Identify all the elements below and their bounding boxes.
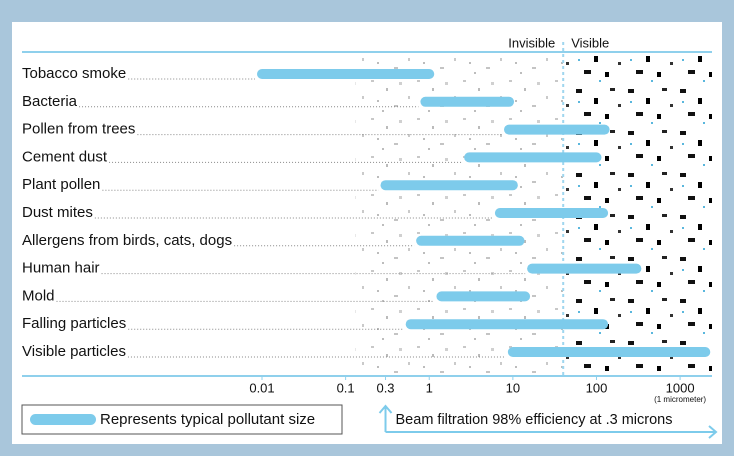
range-bar <box>406 319 608 329</box>
micrometer-note: (1 micrometer) <box>654 395 706 404</box>
invisible-label: Invisible <box>508 35 555 50</box>
range-bar <box>381 180 518 190</box>
x-tick-label: 0.1 <box>337 380 355 395</box>
category-label: Allergens from birds, cats, dogs <box>22 232 232 249</box>
category-label: Human hair <box>22 260 100 277</box>
x-tick-label: 10 <box>506 380 520 395</box>
category-label: Visible particles <box>22 343 126 360</box>
range-bar <box>495 208 608 218</box>
x-tick-label: 0.01 <box>249 380 274 395</box>
x-tick-label: 100 <box>586 380 608 395</box>
range-bar <box>508 347 710 357</box>
range-bar <box>436 291 530 301</box>
x-tick-label: 0.3 <box>376 380 394 395</box>
category-label: Tobacco smoke <box>22 65 126 82</box>
range-bar <box>257 69 434 79</box>
range-bar <box>527 264 641 274</box>
legend-label: Represents typical pollutant size <box>100 411 315 428</box>
range-bar <box>464 152 601 162</box>
range-bar <box>504 125 610 135</box>
x-tick-label: 1 <box>426 380 433 395</box>
x-tick-label: 1000 <box>666 380 695 395</box>
range-bar <box>416 236 524 246</box>
range-bar <box>420 97 514 107</box>
filtration-label: Beam filtration 98% efficiency at .3 mic… <box>396 412 673 428</box>
category-label: Plant pollen <box>22 176 100 193</box>
visible-label: Visible <box>571 35 609 50</box>
category-label: Cement dust <box>22 148 108 165</box>
category-label: Pollen from trees <box>22 121 135 138</box>
legend-swatch <box>30 414 96 425</box>
category-label: Mold <box>22 287 55 304</box>
chart: Invisible Visible 0.01 0.1 0.3 1 10 100 1000(1 m… <box>0 0 734 456</box>
category-label: Falling particles <box>22 315 126 332</box>
category-label: Dust mites <box>22 204 93 221</box>
category-label: Bacteria <box>22 93 78 110</box>
